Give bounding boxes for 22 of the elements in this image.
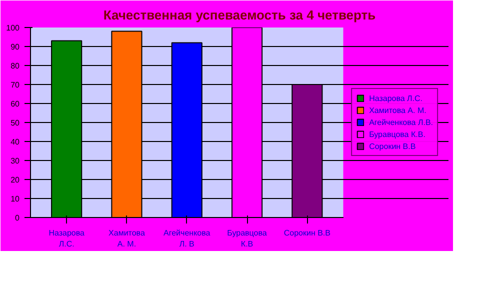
- y-tick-label: 70: [10, 80, 20, 90]
- legend-label: Агейченкова Л.В.: [369, 117, 433, 127]
- legend-label: Буравцова К.В.: [369, 129, 426, 139]
- y-tick-label: 40: [10, 138, 20, 146]
- x-tick-label: Назарова Л.С.: [48, 228, 86, 248]
- y-tick-label: 80: [10, 62, 20, 70]
- y-tick-label: 30: [10, 156, 20, 166]
- y-tick-label: 10: [10, 194, 20, 204]
- y-tick-label: 20: [10, 176, 20, 184]
- x-tick-label: Буравцова К.В: [227, 228, 268, 248]
- y-tick-label: 50: [10, 118, 20, 128]
- legend-label: Хамитова А. М.: [369, 105, 426, 115]
- y-tick-label: 60: [10, 100, 20, 108]
- chart-title: Качественная успеваемость за 4 четверть: [103, 8, 376, 22]
- x-tick-label: Хамитова А. М.: [108, 228, 146, 248]
- legend-label: Назарова Л.С.: [369, 93, 423, 103]
- x-tick-label: Агейченкова Л. В: [164, 228, 211, 248]
- y-tick-label: 0: [15, 214, 20, 222]
- y-tick-label: 90: [10, 42, 20, 52]
- legend-label: Сорокин В.В: [369, 141, 416, 151]
- x-tick-label: Сорокин В.В: [284, 228, 330, 238]
- y-tick-label: 100: [6, 24, 20, 32]
